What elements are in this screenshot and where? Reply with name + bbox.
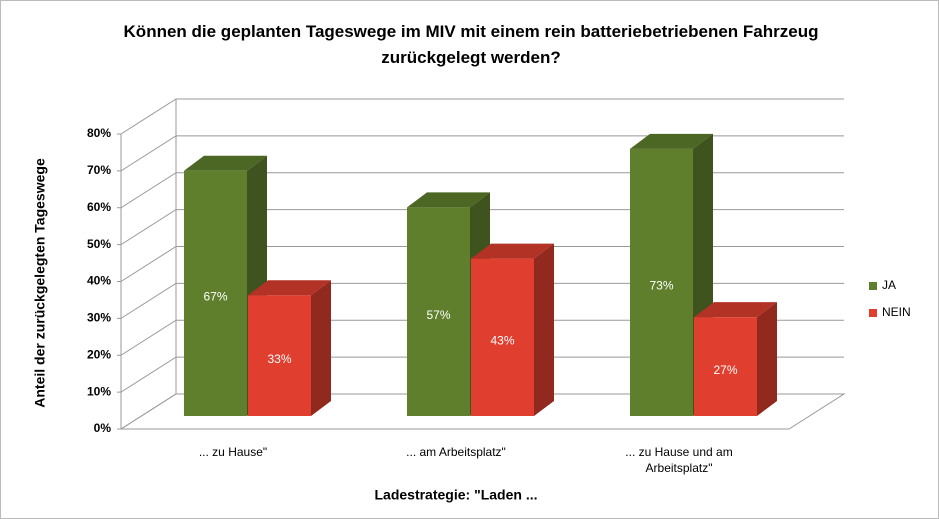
bar-top	[694, 302, 777, 318]
legend-swatch	[869, 309, 877, 317]
bar	[184, 170, 247, 416]
x-axis-label: Ladestrategie: "Laden ...	[374, 487, 537, 503]
y-tick-label: 70%	[87, 163, 111, 177]
bar-side	[311, 280, 331, 416]
data-label: 27%	[713, 363, 737, 377]
grid-line	[120, 209, 844, 246]
legend-label: NEIN	[882, 305, 911, 319]
x-tick-label: ... zu Hause und am Arbeitsplatz"	[625, 445, 733, 475]
bar	[248, 295, 311, 416]
y-tick-label: 80%	[87, 126, 111, 140]
bar-side	[757, 302, 777, 416]
grid-line	[120, 319, 844, 356]
y-tick-label: 50%	[87, 237, 111, 251]
grid-line	[120, 135, 844, 172]
bar	[471, 258, 534, 416]
bar-top	[471, 243, 554, 259]
bar-top	[630, 133, 713, 149]
y-tick-label: 60%	[87, 200, 111, 214]
legend-label: JA	[882, 278, 896, 292]
bar-side	[534, 243, 554, 416]
data-label: 73%	[649, 279, 673, 293]
x-tick-label: ... am Arbeitsplatz"	[406, 445, 506, 459]
grid-line	[120, 282, 844, 319]
bar-top	[407, 192, 490, 208]
bar-top	[248, 280, 331, 296]
grid-line	[120, 356, 844, 393]
y-tick-label: 10%	[87, 384, 111, 398]
bar	[694, 317, 757, 416]
data-label: 43%	[490, 333, 514, 347]
y-tick-label: 40%	[87, 274, 111, 288]
data-label: 67%	[203, 290, 227, 304]
bar-top	[184, 155, 267, 171]
legend-swatch	[869, 282, 877, 290]
y-tick-label: 0%	[94, 421, 112, 435]
grid-line	[120, 98, 844, 135]
y-tick-label: 30%	[87, 311, 111, 325]
chart-title: Können die geplanten Tageswege im MIV mi…	[123, 22, 819, 67]
grid-line	[120, 393, 844, 430]
y-axis-label: Anteil der zurückgelegten Tageswege	[32, 158, 48, 408]
grid-line	[120, 246, 844, 282]
y-tick-label: 20%	[87, 347, 111, 361]
x-tick-label: ... zu Hause"	[198, 445, 268, 459]
bar	[630, 148, 693, 416]
data-label: 33%	[267, 352, 291, 366]
grid-line	[120, 172, 844, 209]
data-label: 57%	[426, 308, 450, 322]
bar	[407, 207, 470, 416]
